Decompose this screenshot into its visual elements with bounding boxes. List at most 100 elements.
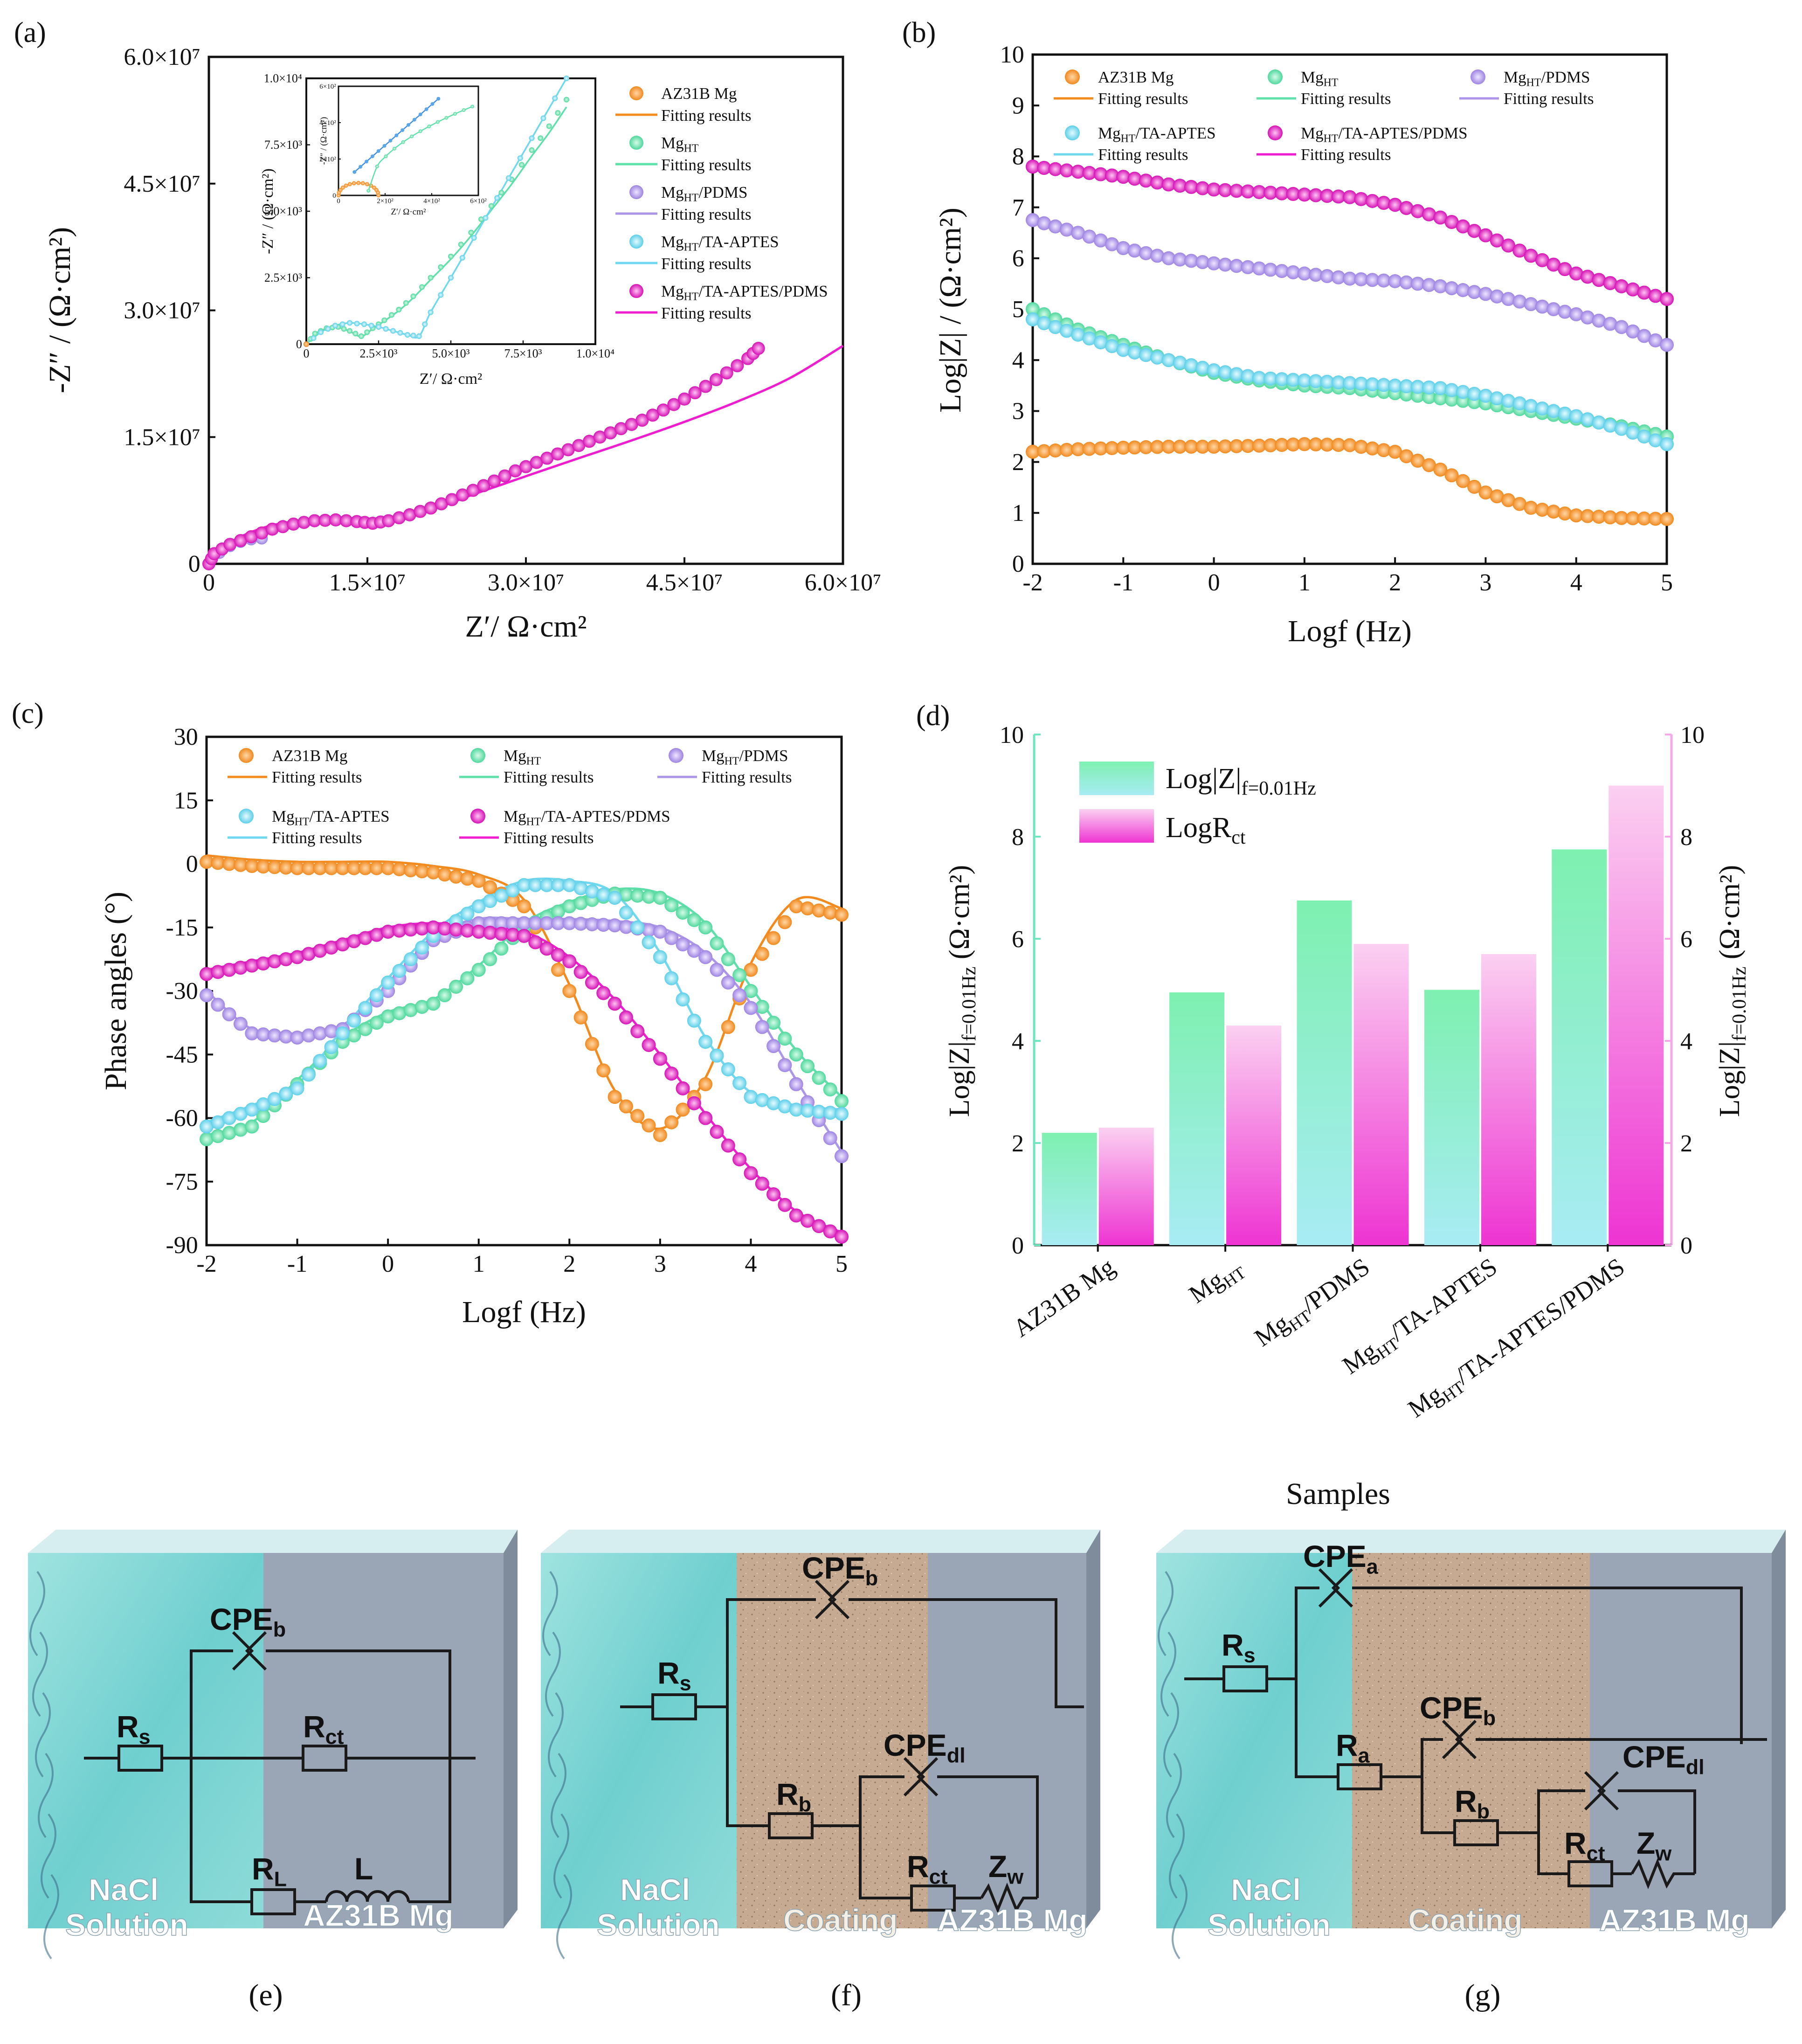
bar-logz (1297, 900, 1352, 1245)
c-xtick-label: 5 (835, 1251, 848, 1277)
inset-point-ta (339, 321, 345, 327)
inset-ytick-label: 2.5×10³ (264, 271, 302, 284)
inset-axes: 0 2.5×10³ 5.0×10³ 7.5×10³ 1.0×10⁴ 0 2.5×10³ 5.0… (264, 72, 614, 360)
data-point-4 (301, 947, 316, 961)
data-point-2 (573, 916, 588, 931)
data-point-1 (778, 1032, 792, 1046)
legend-series-label: MgHT (504, 747, 541, 768)
inset-point-mght (498, 190, 504, 196)
data-point-0 (1105, 441, 1119, 455)
data-point-2 (1535, 299, 1549, 314)
data-point-0 (1648, 512, 1663, 526)
data-point-3 (1161, 353, 1176, 367)
data-point-4 (778, 1198, 792, 1212)
data-point-0 (1026, 444, 1040, 459)
data-point-3 (1614, 422, 1629, 436)
b-ytick-label: 7 (1012, 194, 1024, 221)
b-ytick-label: 5 (1012, 296, 1024, 323)
c-xtick-label: 2 (563, 1251, 575, 1277)
data-point-4 (1512, 243, 1527, 258)
data-point-3 (1071, 327, 1085, 342)
data-point-3 (483, 894, 497, 908)
data-point-3 (1354, 376, 1368, 391)
data-point-3 (744, 1090, 758, 1104)
legend-marker (470, 748, 485, 763)
data-point-tapdms (297, 516, 311, 529)
data-point-2 (1637, 329, 1651, 343)
data-point-0 (369, 861, 384, 875)
data-point-3 (1343, 376, 1357, 390)
data-point-4 (630, 1024, 645, 1039)
inset-xtick-label: 5.0×10³ (432, 347, 470, 360)
circuit-wire (190, 1649, 233, 1758)
data-point-0 (460, 872, 475, 886)
coating-region (737, 1553, 928, 1928)
data-point-1 (562, 899, 577, 914)
inset2-point-ta (400, 128, 405, 132)
data-point-3 (200, 1119, 214, 1134)
data-point-4 (1082, 166, 1097, 180)
data-point-3 (789, 1102, 803, 1117)
b-ytick-label: 6 (1012, 245, 1024, 272)
data-point-4 (471, 924, 486, 939)
inset-point-mght (518, 162, 525, 168)
data-point-1 (200, 1132, 214, 1146)
data-point-3 (1558, 406, 1572, 421)
data-point-3 (222, 1111, 236, 1125)
data-point-0 (222, 857, 236, 871)
legend-series-label: MgHT/PDMS (702, 747, 788, 768)
data-point-4 (551, 948, 565, 962)
data-point-0 (1388, 444, 1402, 459)
data-point-4 (1286, 187, 1300, 201)
data-point-2 (653, 924, 667, 939)
data-point-1 (426, 997, 441, 1011)
data-point-4 (539, 942, 554, 956)
b-xtick-label: 5 (1661, 569, 1673, 596)
data-point-2 (1207, 256, 1221, 270)
data-point-0 (642, 1118, 656, 1133)
legend-marker (1471, 69, 1485, 84)
data-point-0 (1365, 441, 1380, 456)
data-point-tapdms (540, 451, 554, 465)
data-point-3 (1626, 425, 1640, 440)
data-point-3 (562, 878, 577, 892)
data-point-4 (766, 1187, 781, 1201)
b-ytick-label: 8 (1012, 144, 1024, 170)
data-point-0 (1581, 509, 1595, 523)
data-point-3 (1218, 365, 1232, 380)
data-point-4 (1059, 163, 1074, 178)
inset-point-ta (506, 175, 511, 181)
data-point-3 (517, 878, 531, 892)
legend-fit-label: Fitting results (661, 255, 752, 273)
data-point-tapdms (403, 508, 416, 521)
data-point-tapdms (445, 493, 459, 506)
water-wave (548, 1692, 564, 1778)
data-point-tapdms (614, 422, 628, 436)
block-top-face (28, 1530, 518, 1553)
data-point-2 (1512, 294, 1527, 309)
data-point-4 (1127, 172, 1142, 186)
label-nacl: NaCl (620, 1872, 690, 1907)
d-ytick-label-left: 6 (1012, 926, 1024, 953)
data-point-1 (392, 1006, 407, 1020)
data-point-2 (823, 1131, 837, 1145)
panel-a-ylabel: -Z″ / (Ω·cm²) (43, 227, 77, 394)
data-point-4 (290, 950, 304, 964)
data-point-3 (211, 1115, 225, 1129)
inset2-point-az31b (352, 181, 356, 186)
data-point-1 (812, 1071, 826, 1085)
a-ytick-label: 4.5×10⁷ (124, 171, 200, 197)
data-point-4 (381, 924, 395, 939)
legend-swatch-logrct (1079, 809, 1154, 843)
data-point-3 (585, 884, 599, 899)
data-point-tapdms (688, 386, 702, 400)
data-point-1 (732, 968, 747, 982)
data-point-0 (573, 1010, 588, 1025)
data-point-tapdms (414, 505, 427, 518)
data-point-0 (596, 1063, 611, 1078)
data-point-4 (744, 1166, 758, 1180)
inset2-point-az31b (365, 182, 369, 187)
inset2-ytick-label: 6×10² (319, 83, 336, 90)
inset2-point-ta (394, 133, 399, 138)
